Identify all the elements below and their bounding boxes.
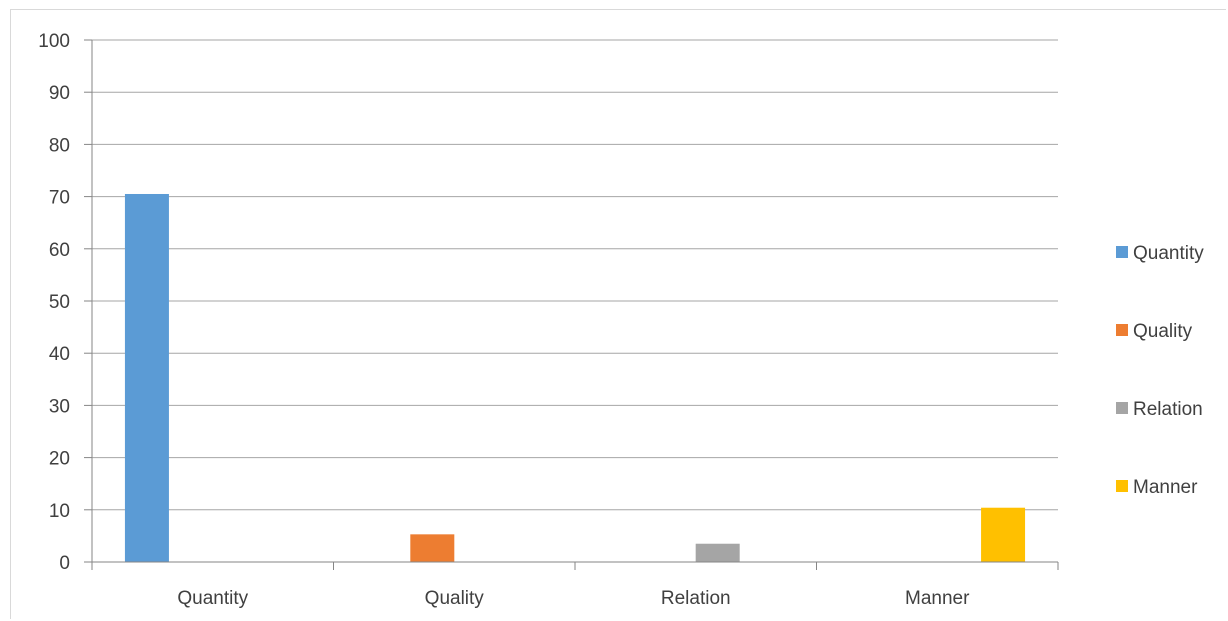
legend-swatch (1116, 402, 1128, 414)
y-tick-label: 20 (49, 449, 70, 470)
legend-label: Relation (1133, 399, 1203, 420)
gridlines (84, 39, 1058, 563)
x-axis: Quantity Quality Relation Manner (91, 561, 1059, 609)
y-tick-label: 100 (38, 31, 70, 52)
legend-label: Manner (1133, 477, 1198, 498)
legend-label: Quality (1133, 321, 1193, 342)
legend-label: Quantity (1133, 243, 1204, 264)
y-tick-label: 60 (49, 240, 70, 261)
y-tick-label: 0 (59, 553, 70, 574)
y-tick-label: 30 (49, 396, 70, 417)
legend-swatch (1116, 246, 1128, 258)
legend-swatch (1116, 324, 1128, 336)
chart-frame (10, 9, 1226, 619)
y-tick-label: 10 (49, 501, 70, 522)
y-tick-label: 80 (49, 135, 70, 156)
x-category-label: Quantity (177, 588, 248, 609)
bars (124, 193, 1026, 563)
bar-manner (981, 507, 1026, 562)
bar-quality (410, 534, 455, 562)
bar-relation (695, 543, 740, 562)
y-tick-label: 70 (49, 188, 70, 209)
y-axis-tick-labels: 0 10 20 30 40 50 60 70 80 90 100 (38, 31, 70, 574)
legend-swatch (1116, 480, 1128, 492)
x-category-label: Quality (425, 588, 485, 609)
y-tick-label: 50 (49, 292, 70, 313)
y-tick-label: 90 (49, 83, 70, 104)
x-category-label: Manner (905, 588, 970, 609)
bar-quantity (124, 193, 169, 563)
x-category-label: Relation (661, 588, 731, 609)
y-tick-label: 40 (49, 344, 70, 365)
legend: Quantity Quality Relation Manner (1116, 243, 1204, 498)
